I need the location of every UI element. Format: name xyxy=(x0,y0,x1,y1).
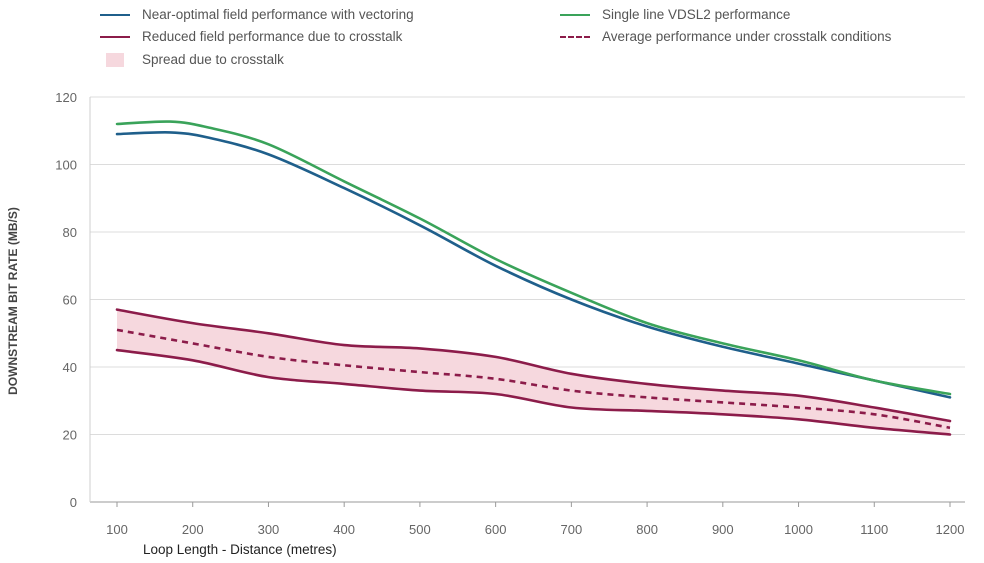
legend-swatch-vectoring xyxy=(100,13,130,16)
axes: 0 20 40 60 80 100 120 100 200 300 400 500 600 700 800 9… xyxy=(55,90,964,537)
gridlines xyxy=(90,96,965,503)
legend-label-vdsl2: Single line VDSL2 performance xyxy=(602,7,791,22)
legend-label-spread: Spread due to crosstalk xyxy=(142,52,284,67)
x-tick-label: 800 xyxy=(636,522,658,537)
legend-swatch-crosstalk xyxy=(100,35,130,38)
legend-item-spread: Spread due to crosstalk xyxy=(100,52,284,67)
legend-item-vdsl2: Single line VDSL2 performance xyxy=(560,7,790,22)
x-tick-label: 1000 xyxy=(784,522,813,537)
x-tick-label: 100 xyxy=(106,522,128,537)
y-tick-label: 0 xyxy=(70,495,77,510)
legend-swatch-vdsl2 xyxy=(560,13,590,16)
series-crosstalk-upper-line xyxy=(115,308,952,423)
y-tick-label: 40 xyxy=(63,360,77,375)
y-tick-label: 100 xyxy=(55,158,77,173)
x-tick-label: 1100 xyxy=(860,522,888,537)
y-tick-label: 120 xyxy=(55,90,77,105)
legend-label-average: Average performance under crosstalk cond… xyxy=(602,29,892,44)
x-tick-label: 300 xyxy=(258,522,280,537)
x-tick-label: 1200 xyxy=(936,522,965,537)
x-tick-label: 200 xyxy=(182,522,204,537)
legend-swatch-average xyxy=(560,35,590,38)
y-tick-label: 20 xyxy=(63,428,77,443)
y-tick-label: 80 xyxy=(63,225,77,240)
series-lines xyxy=(115,120,952,436)
series-vdsl2-line xyxy=(115,120,952,396)
x-tick-label: 600 xyxy=(485,522,507,537)
x-tick-label: 400 xyxy=(333,522,355,537)
y-axis-label: DOWNSTREAM BIT RATE (MB/S) xyxy=(6,207,20,395)
series-vectoring-line xyxy=(115,131,952,399)
legend-swatch-spread xyxy=(106,52,124,67)
legend-label-vectoring: Near-optimal field performance with vect… xyxy=(142,7,414,22)
legend-label-crosstalk: Reduced field performance due to crossta… xyxy=(142,29,403,44)
x-tick-label: 900 xyxy=(712,522,734,537)
legend-item-average: Average performance under crosstalk cond… xyxy=(560,29,891,44)
legend-item-crosstalk: Reduced field performance due to crossta… xyxy=(100,29,402,44)
x-tick-label: 700 xyxy=(561,522,583,537)
x-axis-label: Loop Length - Distance (metres) xyxy=(143,542,337,557)
series-average-dashed-line xyxy=(116,328,951,430)
legend-item-vectoring: Near-optimal field performance with vect… xyxy=(100,7,414,22)
y-tick-label: 60 xyxy=(63,293,77,308)
series-crosstalk-lower-line xyxy=(115,348,952,436)
x-tick-label: 500 xyxy=(409,522,431,537)
